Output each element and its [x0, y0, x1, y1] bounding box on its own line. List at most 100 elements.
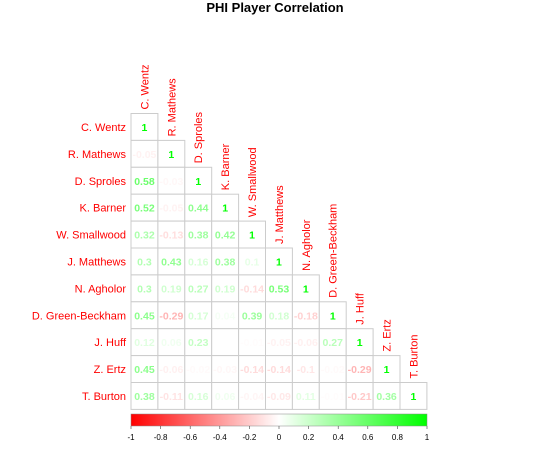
heatmap-cell	[318, 301, 347, 330]
cell-value-label: -0.29	[159, 310, 183, 322]
cell-value-label: 1	[249, 230, 255, 242]
heatmap-cell	[157, 274, 186, 303]
heatmap-cell	[130, 382, 159, 410]
heatmap-cell	[157, 193, 186, 222]
cell-value-label: -0.1	[297, 364, 315, 376]
heatmap-cell	[130, 355, 159, 384]
colorbar-tick-label: 0.6	[362, 433, 374, 442]
cell-value-label: 1	[330, 310, 336, 322]
column-label: J. Huff	[355, 292, 367, 325]
column-label: D. Sproles	[193, 111, 205, 163]
colorbar: -1 -0.8 -0.6 -0.4 -0.2 0 0.2 0.4 0.6 0.8 1	[127, 413, 430, 442]
cell-value-label: 0.16	[188, 256, 209, 268]
row-label: Z. Ertz	[94, 364, 126, 376]
cell-value-label: -0.01	[321, 391, 345, 403]
cell-value-label: -0.02	[321, 364, 345, 376]
heatmap-cell	[265, 355, 293, 384]
cell-value-label: -0.29	[348, 364, 372, 376]
cell-value-label: 0	[222, 337, 228, 349]
cell-value-label: 0.1	[245, 256, 260, 268]
cell-value-label: 1	[411, 391, 417, 403]
heatmap-cell	[345, 355, 374, 384]
cell-value-label: -0.06	[159, 364, 183, 376]
column-label: J. Matthews	[274, 185, 286, 244]
column-label: N. Agholor	[301, 219, 313, 271]
column-label: T. Burton	[408, 334, 420, 378]
cell-value-label: 1	[195, 176, 201, 188]
row-label: J. Matthews	[67, 256, 126, 268]
colorbar-gradient	[130, 413, 428, 427]
heatmap-cell	[184, 301, 213, 330]
colorbar-tick-label: -0.8	[154, 433, 168, 442]
cell-value-label: 1	[303, 283, 309, 295]
cell-value-label: 0.42	[215, 230, 236, 242]
heatmap-cell	[291, 382, 320, 410]
cell-value-label: 0.17	[188, 310, 209, 322]
cell-value-label: 0.19	[215, 283, 236, 295]
cell-value-label: -0.03	[159, 176, 183, 188]
heatmap-cell	[211, 247, 240, 276]
cell-value-label: 0.45	[134, 364, 155, 376]
cell-value-label: 0.11	[296, 391, 316, 403]
colorbar-tick-label: 1	[425, 433, 430, 442]
colorbar-tick-label: -0.2	[243, 433, 257, 442]
row-label: D. Sproles	[75, 176, 127, 188]
column-label: K. Barner	[220, 143, 232, 190]
heatmap-cell	[238, 355, 267, 384]
cell-value-label: 0.19	[161, 283, 182, 295]
colorbar-tick-label: -1	[127, 433, 135, 442]
column-label: R. Mathews	[166, 78, 178, 137]
cell-value-label: 0.38	[215, 256, 236, 268]
cell-value-label: 0.43	[161, 256, 182, 268]
cell-value-label: 0.53	[269, 283, 290, 295]
heatmap-cell	[265, 274, 293, 303]
cell-value-label: 0.23	[188, 337, 209, 349]
row-label: R. Mathews	[68, 149, 127, 161]
heatmap-cell	[130, 274, 159, 303]
heatmap-cell	[130, 247, 159, 276]
colorbar-tick-label: 0.4	[333, 433, 345, 442]
cell-value-label: 0.12	[134, 337, 155, 349]
colorbar-tick-label: -0.6	[183, 433, 197, 442]
cell-value-label: 0.38	[188, 230, 209, 242]
cell-value-label: -0.03	[213, 364, 237, 376]
cell-value-label: 0.3	[137, 256, 152, 268]
heatmap-cell	[211, 220, 240, 249]
heatmap-cell	[318, 355, 347, 384]
cell-value-label: -0.05	[132, 149, 156, 161]
heatmap-cell	[130, 328, 159, 357]
heatmap-cell	[265, 328, 293, 357]
colorbar-tick-label: 0	[277, 433, 282, 442]
cell-value-label: 1	[276, 256, 282, 268]
heatmap-cell	[184, 355, 213, 384]
row-label: K. Barner	[80, 203, 127, 215]
heatmap-cell	[211, 355, 240, 384]
colorbar-tick-label: 0.2	[303, 433, 315, 442]
cell-value-label: -0.13	[159, 230, 183, 242]
cell-value-label: 0.16	[188, 391, 209, 403]
cell-value-label: 0.52	[134, 203, 155, 215]
cell-value-label: 0.27	[323, 337, 344, 349]
heatmap-cell	[345, 382, 374, 410]
cell-value-label: 1	[222, 203, 228, 215]
heatmap-cell	[157, 247, 186, 276]
cell-value-label: 0.04	[215, 310, 236, 322]
cell-value-label: -0.04	[240, 391, 264, 403]
heatmap-cell	[211, 193, 240, 222]
row-label: T. Burton	[82, 391, 126, 403]
cell-value-label: 0.39	[242, 310, 263, 322]
column-label: D. Green-Beckham	[328, 204, 340, 298]
cell-value-label: -0.21	[348, 391, 372, 403]
cell-value-label: -0.11	[160, 391, 184, 403]
cell-value-label: 1	[357, 337, 363, 349]
heatmap-cell	[157, 220, 186, 249]
heatmap-cell	[399, 382, 428, 410]
cell-value-label: 0.44	[188, 203, 209, 215]
row-label: W. Smallwood	[56, 230, 126, 242]
cell-value-label: 1	[384, 364, 390, 376]
cell-value-label: 0.06	[161, 337, 182, 349]
cell-value-label: 0.58	[134, 176, 155, 188]
cell-value-label: 0.3	[137, 283, 152, 295]
cell-value-label: 0.38	[134, 391, 155, 403]
